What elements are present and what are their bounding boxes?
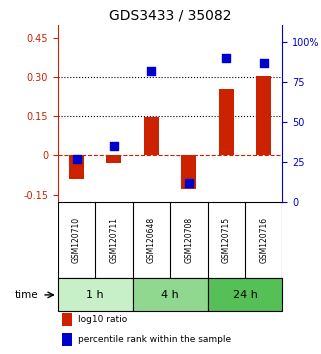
Bar — [144, 118, 159, 155]
Point — [224, 56, 229, 61]
Text: GSM120648: GSM120648 — [147, 217, 156, 263]
Text: GSM120708: GSM120708 — [184, 217, 193, 263]
Point — [74, 156, 79, 162]
Bar — [133, 279, 208, 312]
Text: percentile rank within the sample: percentile rank within the sample — [78, 335, 231, 344]
Text: time: time — [15, 290, 39, 300]
Point — [149, 68, 154, 74]
Text: GSM120711: GSM120711 — [109, 217, 118, 263]
Point — [111, 143, 117, 149]
Bar — [62, 333, 72, 346]
Text: GSM120710: GSM120710 — [72, 217, 81, 263]
Bar — [181, 155, 196, 189]
Text: GSM120716: GSM120716 — [259, 217, 268, 263]
Bar — [69, 155, 84, 179]
Point — [261, 60, 266, 66]
Bar — [62, 313, 72, 326]
Text: GSM120715: GSM120715 — [222, 217, 231, 263]
Text: 24 h: 24 h — [233, 290, 257, 300]
Text: log10 ratio: log10 ratio — [78, 315, 127, 324]
Point — [186, 180, 191, 186]
Text: 4 h: 4 h — [161, 290, 179, 300]
Title: GDS3433 / 35082: GDS3433 / 35082 — [109, 8, 231, 22]
Bar — [256, 76, 271, 155]
Bar — [208, 279, 282, 312]
Text: 1 h: 1 h — [86, 290, 104, 300]
Bar — [58, 279, 133, 312]
Bar — [107, 155, 121, 163]
Bar — [219, 89, 234, 155]
